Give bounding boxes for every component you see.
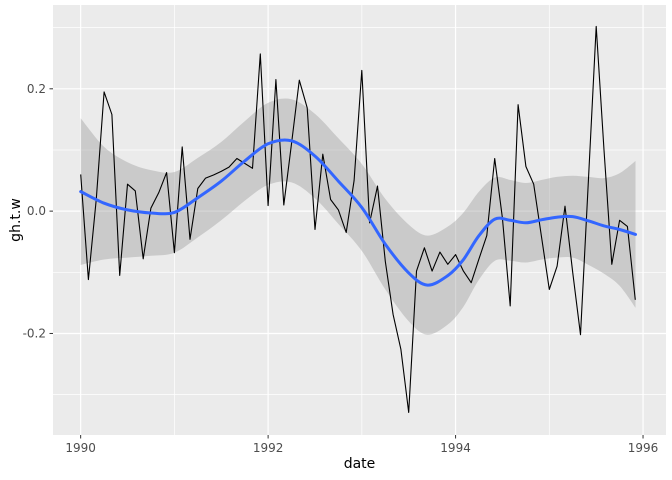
x-tick-label-1992: 1992 [253, 441, 284, 455]
confidence-band [80, 98, 636, 335]
x-tick-label-1996: 1996 [628, 441, 659, 455]
y-axis-title: gh.t.w [8, 198, 24, 242]
loess-smooth-line [79, 138, 637, 287]
y-tick-label--0.2: -0.2 [23, 326, 46, 340]
y-tick-label-0.0: 0.0 [27, 204, 46, 218]
y-tick-label-0.2: 0.2 [27, 82, 46, 96]
x-tick-label-1994: 1994 [440, 441, 471, 455]
panel-background [53, 5, 666, 435]
x-axis-title: date [343, 456, 376, 472]
observed-line [80, 25, 636, 413]
x-tick-label-1990: 1990 [65, 441, 96, 455]
